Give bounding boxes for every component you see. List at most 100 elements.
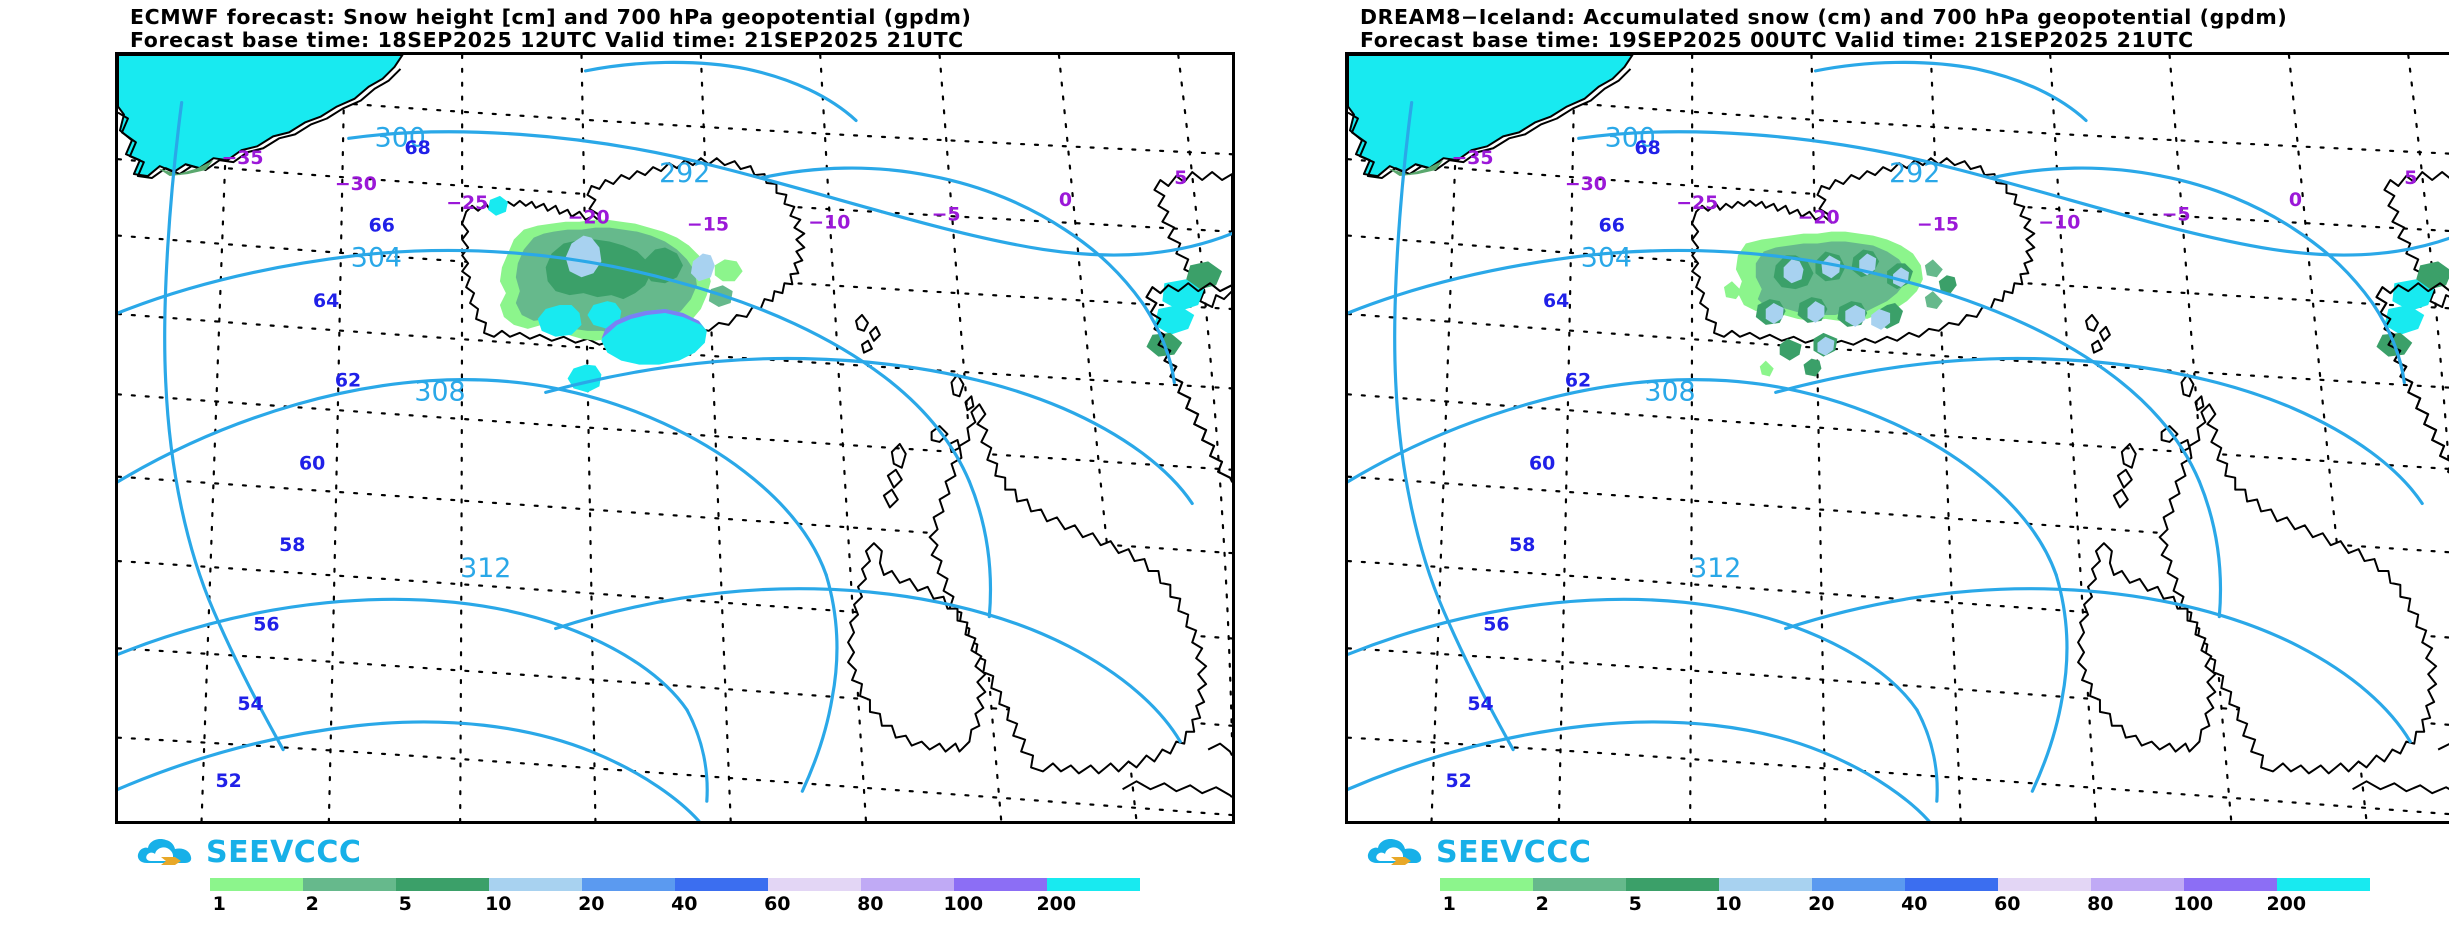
colorbar-band-9 bbox=[954, 878, 1047, 891]
contour-label-308: 308 bbox=[1644, 376, 1695, 407]
colorbar-tick-9: 100 bbox=[943, 893, 984, 915]
lon-label--5: −5 bbox=[2162, 204, 2191, 226]
contour-label-300: 300 bbox=[375, 122, 426, 153]
colorbar-tick-9: 100 bbox=[2173, 893, 2214, 915]
lon-label-0: 0 bbox=[1059, 189, 1072, 211]
seevccc-logo-left: SEEVCCC bbox=[135, 836, 361, 870]
lon-label--15: −15 bbox=[1917, 214, 1959, 236]
lon-label--10: −10 bbox=[2038, 212, 2080, 234]
cloud-icon bbox=[1367, 838, 1422, 865]
cloud-icon bbox=[137, 838, 192, 865]
lon-label--30: −30 bbox=[1565, 173, 1607, 195]
contour-label-300: 300 bbox=[1605, 122, 1656, 153]
colorbar-ticks: 1 2 5 10 20 40 60 80 100 200 bbox=[210, 893, 1140, 917]
lat-label-52: 52 bbox=[215, 770, 241, 792]
colorbar-tick-3: 5 bbox=[398, 893, 412, 915]
contour-label-292: 292 bbox=[1889, 158, 1940, 189]
contour-label-308: 308 bbox=[414, 376, 465, 407]
colorbar-tick-8: 80 bbox=[2087, 893, 2114, 915]
logo-text: SEEVCCC bbox=[206, 835, 362, 870]
colorbar-band-6 bbox=[675, 878, 768, 891]
longitude-labels: −35 −30 −25 −20 −15 −10 −5 0 5 bbox=[221, 147, 1187, 235]
contour-label-304: 304 bbox=[351, 242, 402, 273]
seevccc-logo-right: SEEVCCC bbox=[1365, 836, 1591, 870]
colorbar-band-1 bbox=[210, 878, 303, 891]
colorbar-tick-2: 2 bbox=[1535, 893, 1549, 915]
colorbar-band-3 bbox=[396, 878, 489, 891]
colorbar-band-6 bbox=[1905, 878, 1998, 891]
forecast-panel-ecmwf: ECMWF forecast: Snow height [cm] and 700… bbox=[60, 0, 1240, 925]
colorbar-band-1 bbox=[1440, 878, 1533, 891]
colorbar-band-4 bbox=[1719, 878, 1812, 891]
lat-label-56: 56 bbox=[1483, 614, 1509, 636]
colorbar-tick-6: 40 bbox=[671, 893, 698, 915]
colorbar-tick-5: 20 bbox=[578, 893, 605, 915]
colorbar-band-2 bbox=[1533, 878, 1626, 891]
lat-label-52: 52 bbox=[1445, 770, 1471, 792]
snow-shading-field bbox=[1723, 231, 1957, 377]
contour-label-304: 304 bbox=[1581, 242, 1632, 273]
lon-label-5: 5 bbox=[2404, 167, 2417, 189]
lat-label-58: 58 bbox=[1509, 534, 1535, 556]
colorbar-ticks: 1 2 5 10 20 40 60 80 100 200 bbox=[1440, 893, 2370, 917]
lat-label-62: 62 bbox=[335, 369, 361, 391]
lat-label-62: 62 bbox=[1565, 369, 1591, 391]
contour-labels: 300 292 304 308 312 bbox=[1581, 122, 1941, 584]
colorbar-tick-10: 200 bbox=[2266, 893, 2307, 915]
colorbar-tick-8: 80 bbox=[857, 893, 884, 915]
colorbar-tick-7: 60 bbox=[1994, 893, 2021, 915]
latitude-labels: 68 66 64 62 60 58 56 54 52 50 bbox=[215, 137, 430, 792]
lon-label--25: −25 bbox=[446, 192, 488, 214]
map-canvas-dream8: 300 292 304 308 312 −35 −30 −25 −20 −15 … bbox=[1345, 52, 2449, 824]
lon-label-0: 0 bbox=[2289, 189, 2302, 211]
lon-label--35: −35 bbox=[1451, 147, 1493, 169]
lon-label--20: −20 bbox=[568, 207, 610, 229]
contour-label-312: 312 bbox=[460, 553, 511, 584]
colorbar-left: 1 2 5 10 20 40 60 80 100 200 bbox=[210, 878, 1140, 917]
colorbar-band-10 bbox=[2277, 878, 2370, 891]
lon-label-5: 5 bbox=[1174, 167, 1187, 189]
lon-label--5: −5 bbox=[932, 204, 961, 226]
title-line-1: ECMWF forecast: Snow height [cm] and 700… bbox=[130, 5, 972, 29]
colorbar-tick-2: 2 bbox=[305, 893, 319, 915]
lat-label-66: 66 bbox=[369, 215, 395, 237]
lat-label-54: 54 bbox=[237, 693, 263, 715]
colorbar-band-8 bbox=[2091, 878, 2184, 891]
colorbar-tick-6: 40 bbox=[1901, 893, 1928, 915]
colorbar-band-5 bbox=[582, 878, 675, 891]
lon-label--20: −20 bbox=[1798, 207, 1840, 229]
lon-label--35: −35 bbox=[221, 147, 263, 169]
latitude-labels: 68 66 64 62 60 58 56 54 52 50 bbox=[1445, 137, 1660, 792]
title-line-2: Forecast base time: 19SEP2025 00UTC Vali… bbox=[1360, 28, 2194, 52]
snow-shading-field bbox=[488, 195, 743, 393]
lat-label-60: 60 bbox=[299, 453, 325, 475]
title-line-2: Forecast base time: 18SEP2025 12UTC Vali… bbox=[130, 28, 964, 52]
map-canvas-ecmwf: 300 292 304 308 312 −35 −30 −25 −20 −15 … bbox=[115, 52, 1235, 824]
colorbar-tick-3: 5 bbox=[1628, 893, 1642, 915]
longitude-labels: −35 −30 −25 −20 −15 −10 −5 0 5 bbox=[1451, 147, 2417, 235]
colorbar-band-9 bbox=[2184, 878, 2277, 891]
colorbar-band-10 bbox=[1047, 878, 1140, 891]
colorbar-right: 1 2 5 10 20 40 60 80 100 200 bbox=[1440, 878, 2370, 917]
colorbar-tick-1: 1 bbox=[1442, 893, 1456, 915]
contour-label-312: 312 bbox=[1690, 553, 1741, 584]
contour-labels: 300 292 304 308 312 bbox=[351, 122, 711, 584]
colorbar-strip bbox=[210, 878, 1140, 891]
lat-label-54: 54 bbox=[1467, 693, 1493, 715]
lon-label--30: −30 bbox=[335, 173, 377, 195]
lon-label--10: −10 bbox=[808, 212, 850, 234]
lat-label-56: 56 bbox=[253, 614, 279, 636]
lat-label-66: 66 bbox=[1599, 215, 1625, 237]
colorbar-tick-5: 20 bbox=[1808, 893, 1835, 915]
lat-label-58: 58 bbox=[279, 534, 305, 556]
title-line-1: DREAM8−Iceland: Accumulated snow (cm) an… bbox=[1360, 5, 2288, 29]
geopotential-contours bbox=[118, 60, 1232, 821]
panel-title-ecmwf: ECMWF forecast: Snow height [cm] and 700… bbox=[130, 6, 1240, 52]
lat-label-64: 64 bbox=[1543, 290, 1569, 312]
colorbar-tick-4: 10 bbox=[485, 893, 512, 915]
colorbar-band-7 bbox=[1998, 878, 2091, 891]
lat-label-68: 68 bbox=[404, 137, 430, 159]
colorbar-tick-10: 200 bbox=[1036, 893, 1077, 915]
lon-label--25: −25 bbox=[1676, 192, 1718, 214]
